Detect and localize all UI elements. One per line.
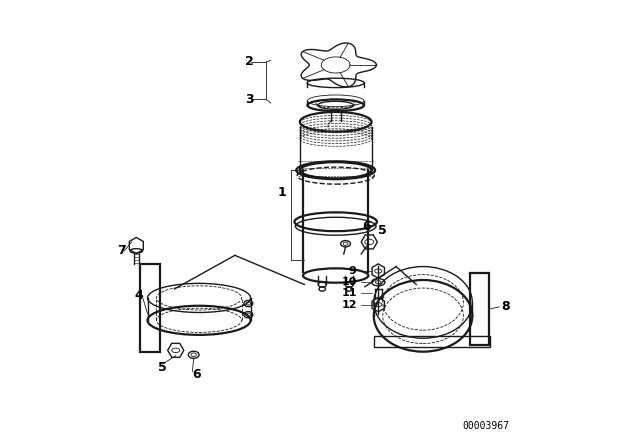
Text: 4: 4 (134, 289, 143, 302)
Text: 11: 11 (341, 289, 356, 298)
Text: 6: 6 (192, 368, 201, 382)
Text: 5: 5 (378, 224, 387, 237)
Text: 12: 12 (341, 300, 356, 310)
Text: 8: 8 (502, 300, 510, 314)
Text: 3: 3 (244, 93, 253, 106)
Text: 9: 9 (349, 266, 356, 276)
Text: 7: 7 (118, 244, 126, 258)
Text: 2: 2 (244, 55, 253, 69)
Text: 00003967: 00003967 (462, 421, 509, 431)
Text: 6: 6 (362, 220, 371, 233)
Text: 10: 10 (341, 277, 356, 287)
Text: 5: 5 (158, 361, 166, 374)
Text: 1: 1 (277, 186, 286, 199)
